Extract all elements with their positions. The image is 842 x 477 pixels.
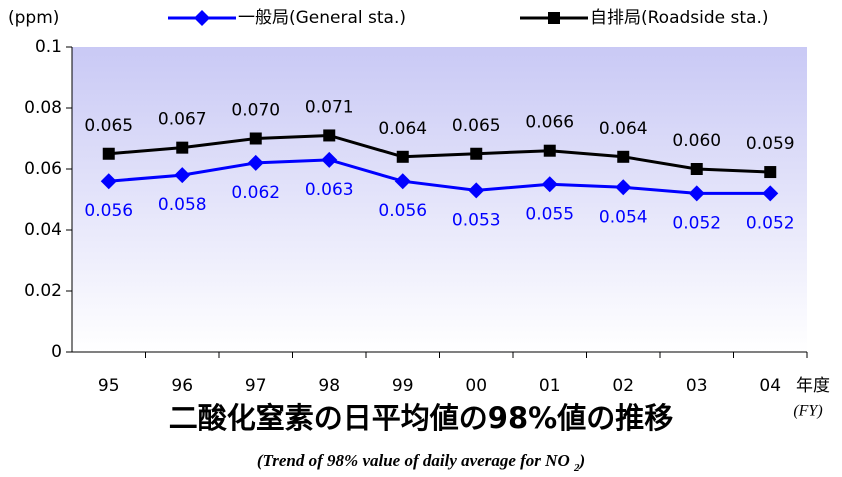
point bbox=[688, 185, 705, 202]
y-tick-label: 0 bbox=[51, 342, 62, 362]
point bbox=[762, 185, 779, 202]
y-unit: (ppm) bbox=[8, 8, 59, 28]
data-label: 0.062 bbox=[231, 183, 280, 203]
y-tick-label: 0.04 bbox=[24, 220, 62, 240]
data-label: 0.060 bbox=[672, 131, 721, 151]
plot-area bbox=[72, 47, 807, 352]
legend-label: 一般局(General sta.) bbox=[238, 8, 406, 28]
legend-label: 自排局(Roadside sta.) bbox=[590, 8, 769, 28]
data-label: 0.070 bbox=[231, 101, 280, 121]
x-tick-label: 97 bbox=[245, 376, 267, 396]
x-tick-label: 00 bbox=[465, 376, 487, 396]
x-tick-label: 04 bbox=[759, 376, 781, 396]
data-label: 0.064 bbox=[378, 119, 427, 139]
series-line bbox=[108, 158, 771, 195]
point bbox=[396, 150, 409, 163]
data-label: 0.067 bbox=[158, 110, 207, 130]
y-tick-label: 0.02 bbox=[24, 281, 62, 301]
point bbox=[247, 154, 264, 171]
data-label: 0.054 bbox=[599, 207, 648, 227]
x-tick-label: 95 bbox=[98, 376, 120, 396]
y-tick-label: 0.06 bbox=[24, 159, 62, 179]
data-label: 0.058 bbox=[158, 195, 207, 215]
point bbox=[394, 173, 411, 190]
point bbox=[615, 179, 632, 196]
point bbox=[470, 147, 483, 160]
point bbox=[543, 144, 556, 157]
point bbox=[321, 151, 338, 168]
data-label: 0.056 bbox=[84, 201, 133, 221]
data-label: 0.055 bbox=[525, 204, 574, 224]
point bbox=[764, 166, 777, 179]
subtitle-end: ) bbox=[577, 451, 585, 470]
point bbox=[548, 12, 560, 24]
point bbox=[194, 10, 210, 26]
subtitle-sub: 2 bbox=[573, 462, 580, 474]
data-label: 0.064 bbox=[599, 119, 648, 139]
x-tick-label: 98 bbox=[318, 376, 340, 396]
subtitle-text: (Trend of 98% value of daily average for… bbox=[257, 451, 574, 470]
data-label: 0.056 bbox=[378, 201, 427, 221]
point bbox=[102, 147, 115, 160]
x-tick-label: 99 bbox=[392, 376, 414, 396]
point bbox=[468, 182, 485, 199]
x-tick-label: 01 bbox=[539, 376, 561, 396]
y-tick-label: 0.1 bbox=[35, 37, 62, 57]
x-tick-label: 03 bbox=[686, 376, 708, 396]
series-line bbox=[108, 133, 771, 174]
point bbox=[174, 167, 191, 184]
data-label: 0.052 bbox=[672, 213, 721, 233]
point bbox=[617, 150, 630, 163]
subtitle: (Trend of 98% value of daily average for… bbox=[257, 451, 585, 474]
x-tick-label: 02 bbox=[612, 376, 634, 396]
y-tick-label: 0.08 bbox=[24, 98, 62, 118]
data-label: 0.065 bbox=[84, 116, 133, 136]
data-label: 0.063 bbox=[305, 180, 354, 200]
point bbox=[249, 132, 262, 145]
data-label: 0.052 bbox=[746, 213, 795, 233]
point bbox=[100, 173, 117, 190]
data-label: 0.065 bbox=[452, 116, 501, 136]
data-label: 0.059 bbox=[746, 134, 795, 154]
point bbox=[690, 163, 703, 175]
x-label-en: (FY) bbox=[793, 403, 822, 420]
x-label: 年度 bbox=[796, 376, 830, 396]
data-label: 0.053 bbox=[452, 210, 501, 230]
point bbox=[176, 141, 189, 154]
x-tick-label: 96 bbox=[171, 376, 193, 396]
point bbox=[541, 176, 558, 193]
chart-title: 二酸化窒素の日平均値の98%値の推移 bbox=[169, 401, 673, 435]
data-label: 0.071 bbox=[305, 97, 354, 117]
data-label: 0.066 bbox=[525, 113, 574, 133]
point bbox=[323, 129, 336, 142]
